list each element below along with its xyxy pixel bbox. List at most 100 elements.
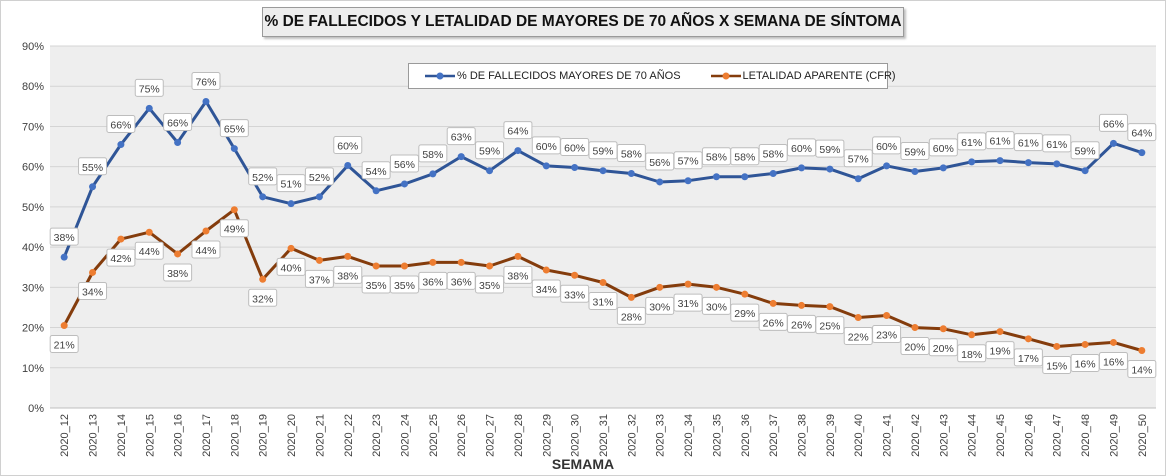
svg-text:57%: 57% — [848, 154, 869, 166]
data-label: 44% — [191, 240, 221, 259]
data-label: 66% — [106, 115, 136, 134]
data-label: 34% — [78, 281, 108, 300]
y-tick-label: 20% — [22, 323, 44, 335]
svg-text:21%: 21% — [54, 340, 75, 352]
x-tick-label: 2020_45 — [995, 414, 1007, 457]
data-point — [968, 331, 976, 339]
data-point — [656, 178, 664, 186]
data-label: 75% — [134, 78, 164, 97]
svg-text:60%: 60% — [791, 143, 812, 155]
x-tick-label: 2020_40 — [853, 414, 865, 457]
svg-text:36%: 36% — [451, 276, 472, 288]
svg-text:15%: 15% — [1046, 360, 1067, 372]
svg-text:56%: 56% — [394, 159, 415, 171]
data-point — [145, 104, 153, 112]
data-point — [89, 268, 97, 276]
x-tick-label: 2020_24 — [399, 414, 411, 457]
x-tick-label: 2020_44 — [967, 414, 979, 457]
svg-text:32%: 32% — [252, 293, 273, 305]
data-label: 30% — [701, 296, 731, 315]
data-label: 29% — [730, 303, 760, 322]
data-point — [117, 235, 125, 243]
data-label: 56% — [389, 154, 419, 173]
data-label: 52% — [304, 167, 334, 186]
x-tick-label: 2020_41 — [882, 414, 894, 457]
x-tick-label: 2020_43 — [938, 414, 950, 457]
svg-text:33%: 33% — [564, 289, 585, 301]
svg-text:66%: 66% — [1103, 118, 1124, 130]
data-label: 56% — [645, 152, 675, 171]
data-point — [911, 167, 919, 175]
x-tick-label: 2020_32 — [626, 414, 638, 457]
data-point — [259, 193, 267, 201]
data-point — [542, 162, 550, 170]
chart-title: % DE FALLECIDOS Y LETALIDAD DE MAYORES D… — [262, 7, 904, 37]
data-label: 25% — [815, 316, 845, 335]
data-point — [996, 328, 1004, 336]
data-point — [911, 324, 919, 332]
data-point — [1053, 342, 1061, 350]
svg-text:61%: 61% — [1046, 139, 1067, 151]
data-point — [627, 293, 635, 301]
x-tick-label: 2020_13 — [88, 414, 100, 457]
data-point — [883, 162, 891, 170]
x-axis-title: SEMAMA — [551, 456, 615, 472]
svg-text:38%: 38% — [337, 270, 358, 282]
data-label: 22% — [843, 327, 873, 345]
data-label: 35% — [475, 275, 505, 294]
data-label: 58% — [758, 144, 788, 163]
data-label: 31% — [588, 292, 618, 311]
svg-text:58%: 58% — [621, 149, 642, 161]
data-point — [1109, 338, 1117, 346]
data-label: 51% — [276, 174, 306, 193]
data-label: 32% — [248, 288, 278, 307]
y-tick-label: 50% — [22, 202, 44, 214]
data-point — [741, 290, 749, 298]
data-point — [60, 253, 68, 261]
data-point — [315, 256, 323, 264]
data-point — [854, 314, 862, 321]
x-tick-label: 2020_33 — [655, 414, 667, 457]
svg-text:61%: 61% — [990, 136, 1011, 148]
data-label: 42% — [106, 248, 136, 267]
data-point — [542, 266, 550, 274]
x-tick-label: 2020_18 — [229, 414, 241, 457]
svg-text:49%: 49% — [224, 224, 245, 236]
y-tick-label: 0% — [28, 403, 44, 415]
data-point — [457, 258, 465, 266]
y-tick-label: 90% — [22, 41, 44, 53]
svg-text:23%: 23% — [876, 329, 897, 341]
x-tick-label: 2020_35 — [711, 414, 723, 457]
svg-text:57%: 57% — [678, 156, 699, 168]
data-label: 66% — [1098, 113, 1128, 132]
svg-text:51%: 51% — [281, 179, 302, 191]
data-point — [826, 165, 834, 173]
data-point — [174, 139, 182, 147]
svg-text:20%: 20% — [904, 342, 925, 354]
x-tick-label: 2020_12 — [59, 414, 71, 457]
x-tick-label: 2020_27 — [485, 414, 497, 457]
svg-text:64%: 64% — [507, 126, 528, 138]
data-point — [429, 170, 437, 178]
data-point — [826, 303, 834, 311]
svg-text:19%: 19% — [990, 346, 1011, 358]
data-label: 59% — [1070, 141, 1100, 160]
data-label: 26% — [758, 312, 788, 331]
data-label: 55% — [78, 157, 108, 176]
x-tick-label: 2020_23 — [371, 414, 383, 457]
legend: % DE FALLECIDOS MAYORES DE 70 AÑOS LETAL… — [408, 63, 896, 89]
data-label: 76% — [191, 72, 221, 91]
data-point — [1109, 139, 1117, 147]
data-point — [429, 258, 437, 266]
svg-text:35%: 35% — [394, 280, 415, 292]
svg-text:58%: 58% — [422, 149, 443, 161]
svg-text:37%: 37% — [309, 274, 330, 286]
data-label: 15% — [1042, 355, 1072, 374]
data-label: 38% — [163, 263, 193, 282]
data-point — [684, 177, 692, 185]
x-tick-label: 2020_29 — [541, 414, 553, 457]
data-point — [486, 167, 494, 175]
data-label: 35% — [361, 275, 391, 294]
svg-text:64%: 64% — [1131, 128, 1152, 140]
data-label: 60% — [787, 138, 817, 157]
